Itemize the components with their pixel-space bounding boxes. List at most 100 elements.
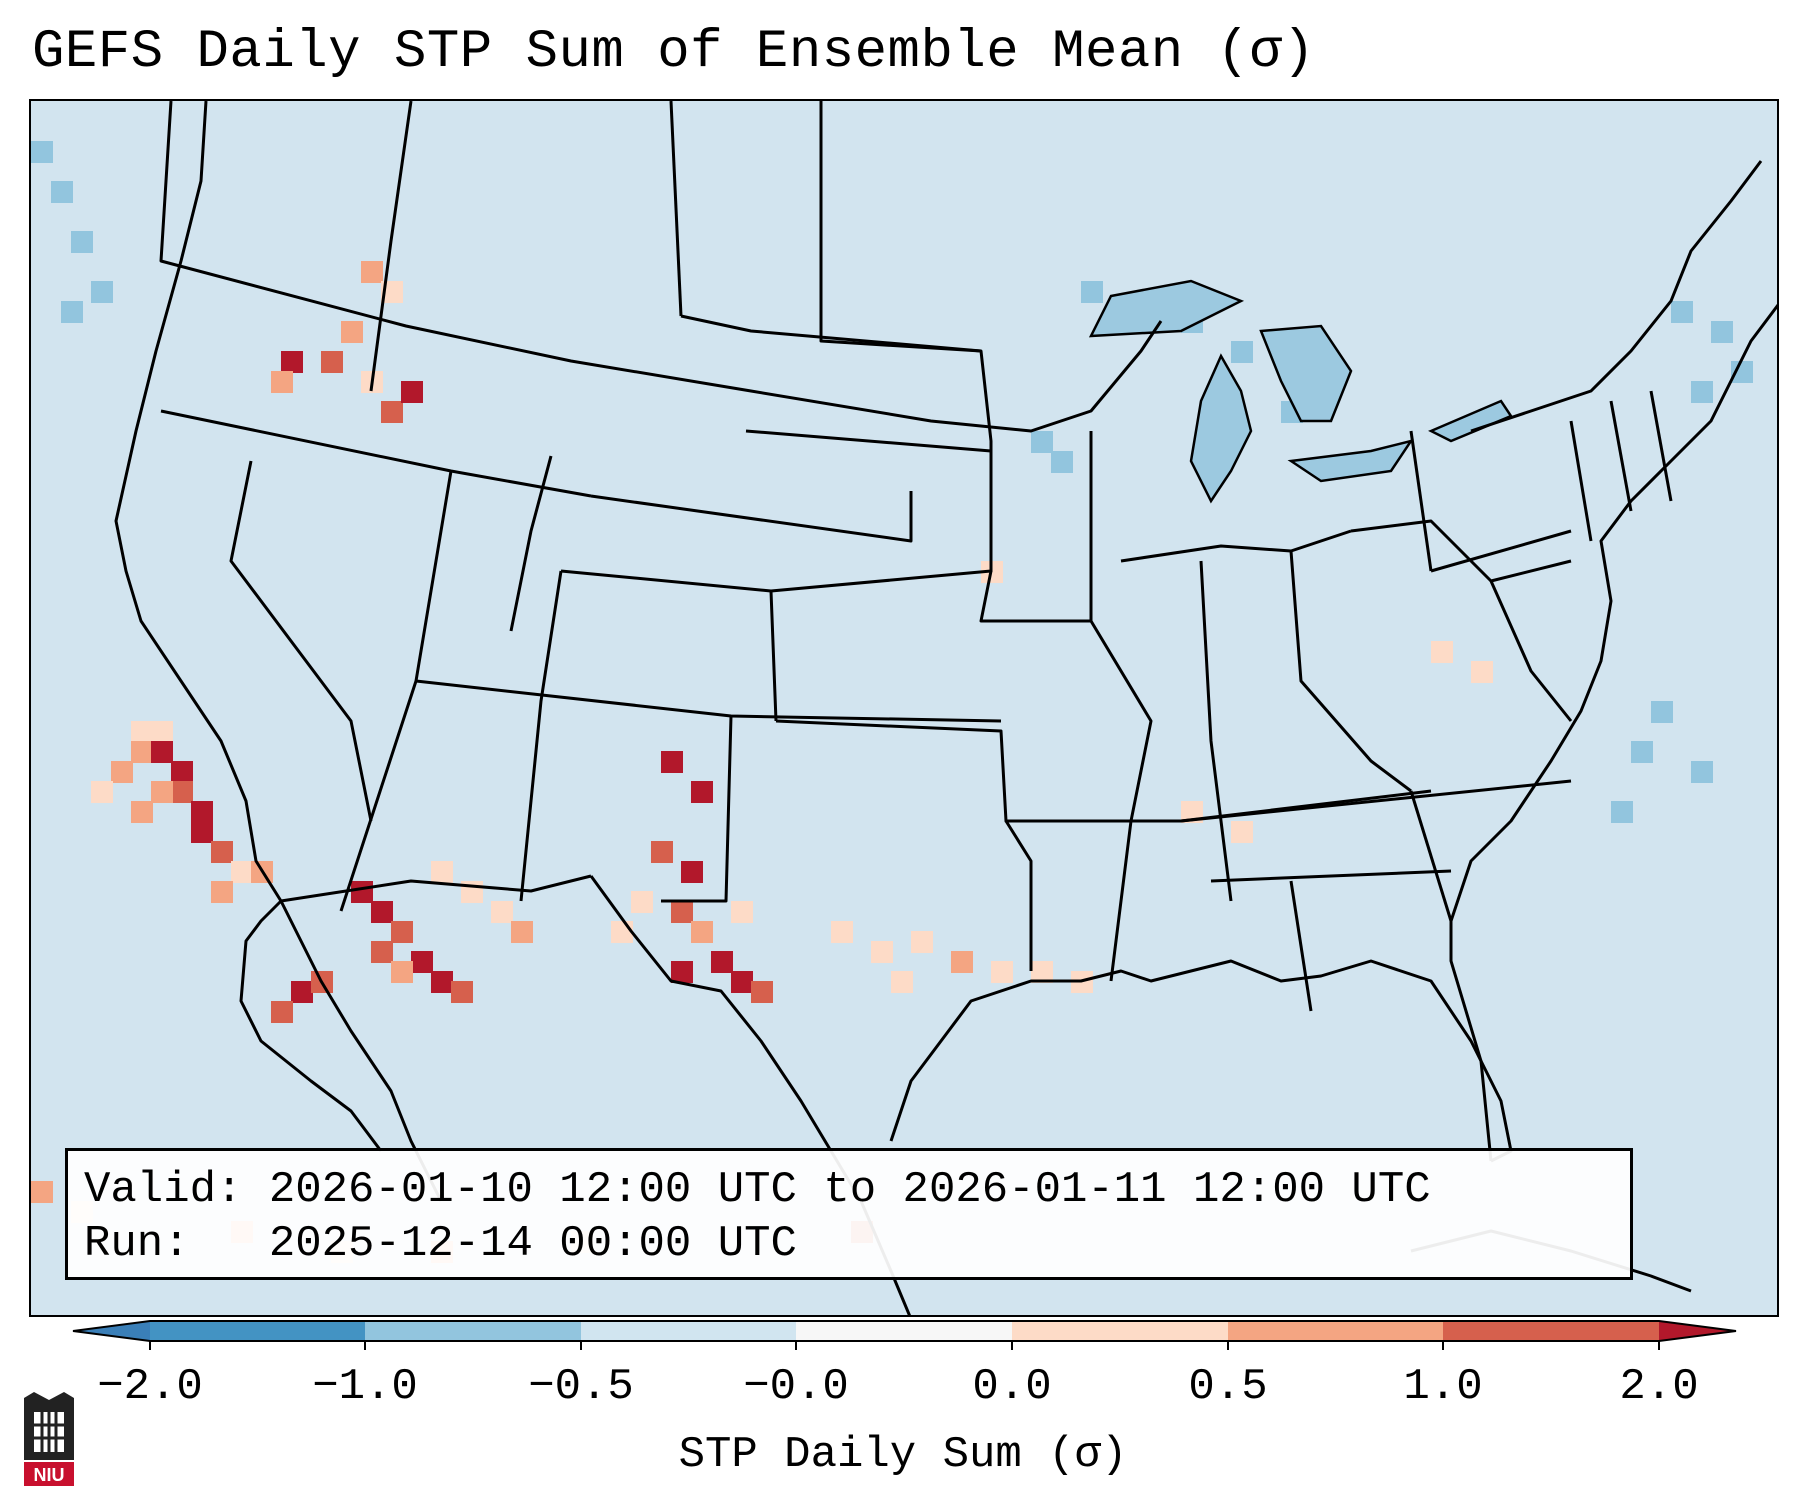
anomaly-cell [131,801,153,823]
anomaly-cell [231,861,253,883]
anomaly-cell [671,961,693,983]
anomaly-cell [51,181,73,203]
anomaly-cell [691,781,713,803]
anomaly-cell [151,741,173,763]
anomaly-cell [751,981,773,1003]
colorbar-seg-3 [581,1321,796,1341]
anomaly-cell [1691,381,1713,403]
colorbar-tick-4: −0.0 [743,1362,849,1412]
anomaly-cell [361,261,383,283]
anomaly-cell [491,901,513,923]
colorbar-seg-1 [150,1321,365,1341]
anomaly-cell [411,951,433,973]
anomaly-cell [401,381,423,403]
colorbar-extend-high [1659,1321,1736,1341]
anomaly-cell [381,401,403,423]
anomaly-cell [1471,661,1493,683]
anomaly-cell [71,231,93,253]
anomaly-cell [1031,431,1053,453]
colorbar-tick-7: 1.0 [1403,1362,1483,1412]
anomaly-cell [1671,301,1693,323]
anomaly-cell [211,881,233,903]
anomaly-cell [191,821,213,843]
anomaly-cell [951,951,973,973]
anomaly-cell [61,301,83,323]
anomaly-cell [431,861,453,883]
anomaly-cell [1231,341,1253,363]
anomaly-cell [211,841,233,863]
map-svg [31,101,1777,1315]
anomaly-cell [511,921,533,943]
colorbar-seg-4 [796,1321,1012,1341]
anomaly-cell [1431,641,1453,663]
anomaly-cell [831,921,853,943]
anomaly-cell [891,971,913,993]
anomaly-cell [371,941,393,963]
anomaly-cell [271,1001,293,1023]
anomaly-cell [451,981,473,1003]
colorbar-tick-1: −2.0 [97,1362,203,1412]
logo-text: NIU [34,1465,65,1485]
colorbar-label: STP Daily Sum (σ) [678,1430,1128,1480]
anomaly-cell [991,961,1013,983]
valid-value: 2026-01-10 12:00 UTC to 2026-01-11 12:00… [268,1165,1431,1215]
niu-castle-logo-icon: NIU [24,1392,74,1486]
anomaly-cell [91,781,113,803]
anomaly-cell [871,941,893,963]
colorbar-seg-2 [365,1321,581,1341]
colorbar-tick-5: 0.0 [972,1362,1052,1412]
run-value: 2025-12-14 00:00 UTC [268,1219,797,1269]
anomaly-cell [1031,961,1053,983]
anomaly-cell [1731,361,1753,383]
anomaly-cell [1051,451,1073,473]
anomaly-cell [151,781,173,803]
great-lakes [1088,279,1513,504]
colorbar-extend-low [73,1321,150,1341]
anomaly-cell [281,351,303,373]
anomaly-cell [191,801,213,823]
anomaly-cell [391,921,413,943]
anomaly-cell [381,281,403,303]
anomaly-cell [31,141,53,163]
validity-info-box: Valid: 2026-01-10 12:00 UTC to 2026-01-1… [65,1148,1633,1280]
anomaly-cell [291,981,313,1003]
anomaly-cell [671,901,693,923]
anomaly-cell [731,901,753,923]
anomaly-cell [631,891,653,913]
map-title: GEFS Daily STP Sum of Ensemble Mean (σ) [32,22,1316,83]
colorbar-tick-8: 2.0 [1619,1362,1699,1412]
anomaly-cell [431,971,453,993]
colorbar-tick-6: 0.5 [1188,1362,1268,1412]
anomaly-cell [651,841,673,863]
anomaly-cell [151,721,173,743]
anomaly-cell [911,931,933,953]
anomaly-cell [271,371,293,393]
anomaly-cell [171,781,193,803]
anomaly-cell [131,741,153,763]
colorbar-tick-2: −1.0 [312,1362,418,1412]
anomaly-cell [371,901,393,923]
colorbar-seg-7 [1443,1321,1659,1341]
run-label: Run: [84,1219,190,1269]
colorbar-seg-6 [1228,1321,1443,1341]
colorbar [72,1320,1737,1350]
anomaly-cell [711,951,733,973]
anomaly-cell [1691,761,1713,783]
anomaly-cell [1711,321,1733,343]
anomaly-cell [1631,741,1653,763]
anomaly-cell [661,751,683,773]
anomaly-cell [341,321,363,343]
anomaly-cell [131,721,153,743]
anomaly-cell [391,961,413,983]
colorbar-tick-3: −0.5 [528,1362,634,1412]
anomaly-cell [691,921,713,943]
map-panel [29,99,1779,1317]
anomaly-cell [111,761,133,783]
valid-label: Valid: [84,1165,243,1215]
anomaly-cell [731,971,753,993]
anomaly-cell [681,861,703,883]
anomaly-cell [1651,701,1673,723]
anomaly-cell [1231,821,1253,843]
anomaly-cell [31,1181,53,1203]
colorbar-seg-5 [1012,1321,1228,1341]
